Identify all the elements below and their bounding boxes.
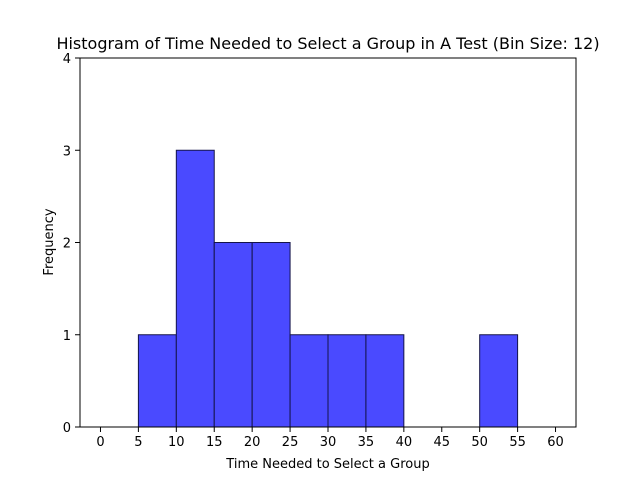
x-tick-label: 20 (244, 435, 261, 450)
bars-group (137, 149, 519, 428)
x-axis-ticks: 0 5 10 15 20 25 30 35 40 45 50 55 60 (96, 427, 564, 450)
y-tick-label: 2 (63, 237, 71, 252)
x-tick-label: 50 (471, 435, 488, 450)
y-tick-label: 0 (63, 421, 71, 436)
y-axis-ticks: 0 1 2 3 4 (63, 52, 80, 436)
histogram-bar-25-30 (289, 334, 329, 428)
y-tick-label: 4 (63, 52, 71, 67)
histogram-bar-5-10 (137, 334, 177, 428)
x-tick-label: 40 (396, 435, 413, 450)
x-tick-label: 60 (547, 435, 564, 450)
histogram-bar-10-15 (175, 149, 215, 428)
x-tick-label: 30 (320, 435, 337, 450)
y-axis-label: Frequency (42, 208, 57, 275)
x-tick-label: 0 (96, 435, 104, 450)
y-tick-label: 1 (63, 329, 71, 344)
x-axis-label: Time Needed to Select a Group (225, 457, 429, 472)
histogram-bar-20-25 (251, 242, 291, 428)
x-tick-label: 10 (168, 435, 185, 450)
histogram-bar-30-35 (327, 334, 367, 428)
x-tick-label: 35 (358, 435, 375, 450)
chart-title: Histogram of Time Needed to Select a Gro… (56, 34, 599, 53)
x-tick-label: 15 (206, 435, 223, 450)
x-tick-label: 45 (433, 435, 450, 450)
x-tick-label: 25 (282, 435, 299, 450)
histogram-bar-50-55 (479, 334, 519, 428)
histogram-bar-35-40 (365, 334, 405, 428)
histogram-bar-15-20 (213, 242, 253, 428)
x-tick-label: 5 (134, 435, 142, 450)
x-tick-label: 55 (509, 435, 526, 450)
y-tick-label: 3 (63, 144, 71, 159)
